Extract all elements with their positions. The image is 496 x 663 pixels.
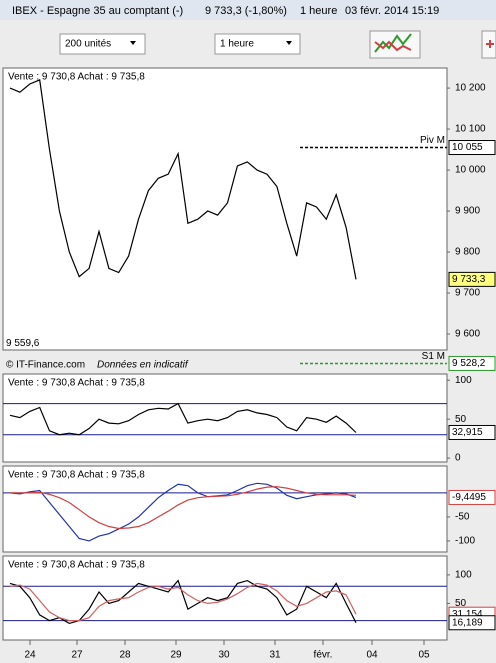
quote: Vente : 9 730,8 Achat : 9 735,8	[8, 72, 145, 83]
low-label: 9 559,6	[6, 338, 40, 349]
value-box	[448, 140, 496, 156]
y-tick-label: -50	[455, 512, 470, 523]
y-tick-label: 10 200	[455, 83, 486, 94]
value-box	[448, 615, 496, 631]
series-line	[9, 482, 357, 542]
units: 200 unités	[65, 39, 111, 50]
quote: Vente : 9 730,8 Achat : 9 735,8	[8, 378, 145, 389]
value-box-label: 31,154	[452, 609, 483, 620]
quote: Vente : 9 730,8 Achat : 9 735,8	[8, 470, 145, 481]
value-box-label: 10 055	[452, 142, 483, 153]
add-button[interactable]	[481, 30, 496, 59]
quote: Vente : 9 730,8 Achat : 9 735,8	[8, 560, 145, 571]
x-tick-label: 31	[269, 650, 281, 661]
value-box-label: 32,915	[452, 427, 483, 438]
y-tick-label: 9 900	[455, 206, 480, 217]
series-line	[9, 402, 357, 436]
y-tick-label: 9 600	[455, 329, 480, 340]
interval-dropdown[interactable]: 1 heure	[214, 33, 301, 55]
x-tick-label: 27	[71, 650, 83, 661]
interval: 1 heure	[220, 39, 254, 50]
value-box	[448, 355, 496, 371]
x-tick-label: 29	[170, 650, 182, 661]
y-tick-label: 10 100	[455, 124, 486, 135]
datetime: 03 févr. 2014 15:19	[345, 5, 439, 17]
marker-name: Piv M	[420, 135, 445, 146]
y-tick-label: 100	[455, 375, 472, 386]
x-tick-label: févr.	[314, 650, 333, 661]
value-box	[448, 271, 496, 287]
y-tick-label: 9 700	[455, 288, 480, 299]
title-bar	[0, 0, 496, 20]
value-box	[448, 489, 496, 505]
value-box-label: 16,189	[452, 617, 483, 628]
panel	[2, 67, 448, 351]
y-tick-label: 10 000	[455, 165, 486, 176]
x-tick-label: 05	[418, 650, 430, 661]
series-line	[9, 582, 357, 622]
series-line	[9, 79, 357, 280]
y-tick-label: -100	[455, 536, 475, 547]
copyright: © IT-Finance.com	[6, 360, 85, 371]
disclaimer: Données en indicatif	[97, 360, 189, 371]
y-tick-label: 0	[455, 453, 461, 464]
value-box-label: 9 733,3	[452, 274, 486, 285]
panel	[2, 465, 448, 553]
units-dropdown[interactable]: 200 unités	[59, 33, 146, 55]
x-tick-label: 04	[366, 650, 378, 661]
panel	[2, 555, 448, 641]
series-line	[10, 486, 357, 530]
y-tick-label: 50	[455, 598, 467, 609]
y-tick-label: 100	[455, 569, 472, 580]
value-box-label: -9,4495	[452, 492, 486, 503]
period: 1 heure	[300, 5, 337, 17]
x-tick-label: 28	[119, 650, 131, 661]
x-tick-label: 24	[24, 650, 36, 661]
marker-name: S1 M	[422, 351, 445, 362]
instrument: IBEX - Espagne 35 au comptant (-)	[12, 5, 183, 17]
price: 9 733,3 (-1,80%)	[205, 5, 287, 17]
value-box	[448, 424, 496, 440]
value-box-label: 9 528,2	[452, 358, 486, 369]
indicator-button[interactable]	[369, 30, 421, 59]
x-tick-label: 30	[218, 650, 230, 661]
y-tick-label: 50	[455, 414, 467, 425]
y-tick-label: 9 800	[455, 247, 480, 258]
